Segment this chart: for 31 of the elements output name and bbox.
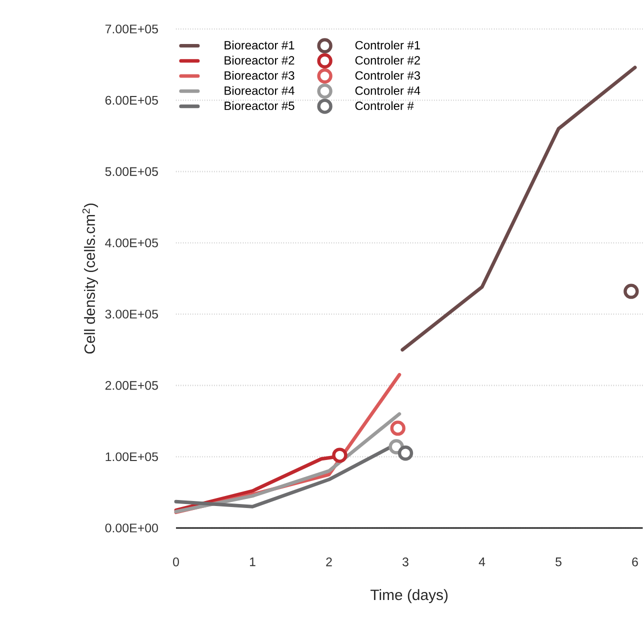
legend-label: Bioreactor #3 <box>224 70 294 80</box>
legend-label: Bioreactor #1 <box>224 40 294 50</box>
x-tick-label: 2 <box>326 558 332 566</box>
legend-label: Bioreactor #2 <box>224 56 294 65</box>
point <box>624 284 639 299</box>
y-axis-title: Cell density (cells.cm$^{2}$) <box>82 204 98 354</box>
point <box>332 448 348 463</box>
x-axis-title: Time (days) <box>370 589 448 604</box>
legend-label: Bioreactor #5 <box>224 101 294 110</box>
x-tick-label: 4 <box>478 558 486 566</box>
y-tick-label: 3.00E+05 <box>105 310 158 319</box>
y-tick-label: 2.00E+05 <box>105 381 158 390</box>
y-tick-label: 1.00E+05 <box>106 452 158 462</box>
legend-label: Controler #3 <box>355 70 420 80</box>
x-tick-label: 1 <box>250 558 256 566</box>
legend-label: Bioreactor #4 <box>224 86 294 95</box>
legend-label: Controler #4 <box>355 86 420 95</box>
x-tick-label: 0 <box>173 558 179 566</box>
y-tick-label: 7.00E+05 <box>105 24 158 34</box>
x-tick-label: 5 <box>556 558 562 566</box>
legend-label: Controler #2 <box>355 56 420 65</box>
y-tick-label: 6.00E+05 <box>105 96 158 105</box>
y-tick-label: 5.00E+05 <box>105 167 158 176</box>
y-tick-label: 4.00E+05 <box>105 238 158 248</box>
x-tick-label: 3 <box>402 558 408 566</box>
legend-label: Controler #1 <box>355 40 420 50</box>
x-tick-label: 6 <box>632 558 638 566</box>
point <box>390 420 406 436</box>
legend-label: Controler # <box>355 101 414 110</box>
y-tick-label: 0.00E+00 <box>105 524 158 532</box>
point <box>398 446 414 461</box>
